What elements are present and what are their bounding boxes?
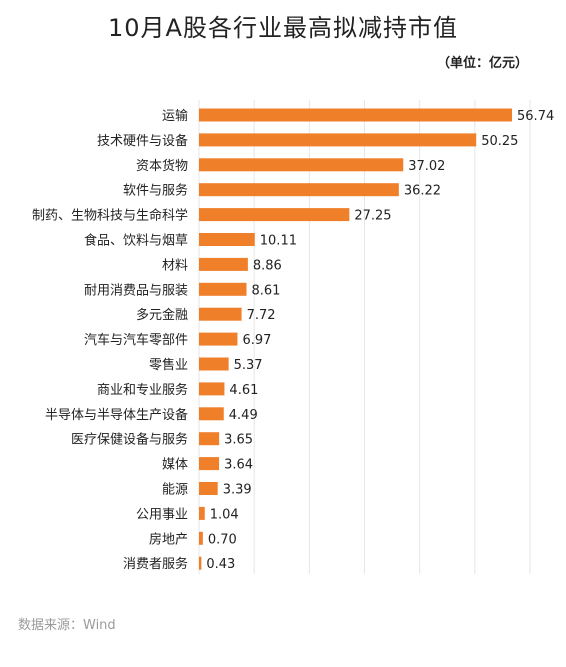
category-label: 汽车与汽车零部件 (84, 332, 188, 348)
bar (199, 457, 220, 471)
value-label: 4.49 (229, 408, 258, 423)
bar (199, 257, 248, 271)
category-label: 房地产 (149, 531, 188, 547)
bar (199, 233, 255, 246)
value-label: 0.70 (208, 532, 237, 547)
bar (199, 332, 238, 346)
value-label: 10.11 (260, 234, 297, 249)
category-label: 运输 (162, 108, 188, 124)
value-label: 3.65 (224, 433, 253, 448)
category-label: 耐用消费品与服装 (84, 283, 188, 298)
value-label: 6.97 (242, 333, 271, 348)
category-label: 材料 (162, 258, 188, 273)
category-label: 食品、饮料与烟草 (84, 233, 188, 249)
bar (199, 531, 203, 545)
bar (199, 282, 247, 296)
value-label: 5.37 (234, 358, 263, 373)
category-label: 商业和专业服务 (97, 382, 188, 398)
bar (199, 506, 205, 520)
category-label: 零售业 (149, 357, 188, 373)
value-label: 4.61 (229, 383, 258, 398)
bar (199, 556, 202, 570)
source-note: 数据来源：Wind (18, 618, 116, 633)
value-label: 7.72 (247, 308, 276, 323)
value-label: 27.25 (354, 209, 391, 224)
category-label: 制药、生物科技与生命科学 (32, 208, 188, 224)
category-label: 公用事业 (136, 507, 188, 522)
category-label: 技术硬件与设备 (97, 133, 188, 149)
category-label: 医疗保健设备与服务 (71, 432, 188, 448)
value-label: 8.61 (251, 283, 280, 298)
value-label: 36.22 (404, 184, 441, 199)
bar (199, 208, 350, 222)
bar (199, 482, 218, 495)
bar (199, 158, 404, 172)
category-label: 媒体 (162, 458, 188, 473)
category-label: 多元金融 (136, 307, 188, 323)
value-label: 3.39 (223, 483, 252, 498)
category-label: 能源 (162, 483, 188, 498)
value-label: 37.02 (408, 159, 445, 174)
value-label: 1.04 (210, 507, 239, 522)
bar (199, 357, 229, 371)
unit-note: （单位：亿元） (436, 56, 528, 71)
category-label: 软件与服务 (123, 183, 188, 199)
value-label: 0.43 (206, 557, 235, 572)
value-label: 50.25 (481, 134, 518, 149)
bar (199, 183, 399, 197)
bar (199, 407, 224, 421)
bar (199, 133, 477, 147)
value-label: 8.86 (253, 258, 282, 273)
bar (199, 307, 242, 321)
value-label: 56.74 (517, 109, 554, 124)
value-label: 3.64 (224, 458, 253, 473)
bar (199, 432, 220, 446)
bar (199, 108, 513, 122)
category-label: 资本货物 (136, 158, 188, 174)
category-label: 半导体与半导体生产设备 (45, 407, 188, 423)
category-label: 消费者服务 (123, 556, 188, 572)
chart-title: 10月A股各行业最高拟减持市值 (108, 14, 458, 42)
bar (199, 382, 225, 396)
